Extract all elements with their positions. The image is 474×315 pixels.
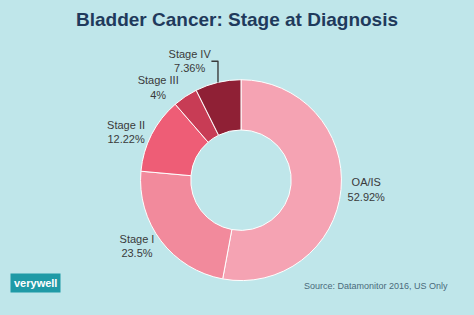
svg-text:OA/IS52.92%: OA/IS52.92% [348,176,386,202]
svg-text:Stage IV7.36%: Stage IV7.36% [169,48,212,74]
svg-text:Bladder Cancer: Stage at Diagn: Bladder Cancer: Stage at Diagnosis [76,9,398,30]
svg-text:verywell: verywell [14,277,57,289]
svg-text:Stage I23.5%: Stage I23.5% [120,233,155,259]
svg-text:Source: Datamonitor 2016, US O: Source: Datamonitor 2016, US Only [304,281,448,291]
svg-text:Stage III4%: Stage III4% [138,74,179,100]
svg-text:Stage II12.22%: Stage II12.22% [107,119,145,145]
